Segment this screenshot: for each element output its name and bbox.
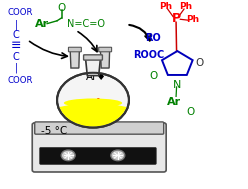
Text: O: O: [57, 3, 66, 13]
Text: N=C=O: N=C=O: [67, 19, 105, 29]
Polygon shape: [100, 50, 110, 68]
Ellipse shape: [64, 98, 122, 108]
Text: Ar♦: Ar♦: [86, 73, 107, 82]
Text: ROOC: ROOC: [133, 50, 164, 60]
Circle shape: [111, 150, 125, 161]
Text: |: |: [14, 62, 18, 73]
FancyBboxPatch shape: [32, 123, 166, 172]
Text: Ph: Ph: [159, 2, 172, 11]
Polygon shape: [70, 50, 79, 68]
Circle shape: [61, 150, 75, 161]
Text: O: O: [196, 58, 204, 68]
Text: Ph: Ph: [179, 2, 192, 11]
Circle shape: [57, 73, 129, 128]
Text: |: |: [14, 20, 18, 30]
Wedge shape: [60, 100, 126, 127]
Text: Ph: Ph: [186, 15, 199, 24]
FancyBboxPatch shape: [84, 55, 102, 60]
FancyBboxPatch shape: [40, 147, 156, 164]
Text: P: P: [172, 12, 181, 25]
Text: O: O: [150, 71, 158, 81]
Text: COOR: COOR: [7, 8, 33, 17]
Text: C: C: [13, 52, 20, 62]
Text: RO: RO: [145, 33, 161, 43]
FancyBboxPatch shape: [68, 47, 81, 52]
FancyBboxPatch shape: [35, 122, 164, 134]
Text: ≡: ≡: [11, 39, 21, 52]
Text: COOR: COOR: [7, 76, 33, 85]
Text: N: N: [172, 80, 181, 90]
Text: PPh₃: PPh₃: [79, 98, 112, 111]
Text: C: C: [13, 30, 20, 40]
Polygon shape: [86, 59, 100, 76]
Text: -5 °C: -5 °C: [41, 126, 68, 136]
FancyBboxPatch shape: [99, 47, 112, 52]
Text: O: O: [186, 107, 195, 117]
Text: Ar: Ar: [35, 19, 49, 29]
Text: Ar: Ar: [167, 97, 181, 107]
